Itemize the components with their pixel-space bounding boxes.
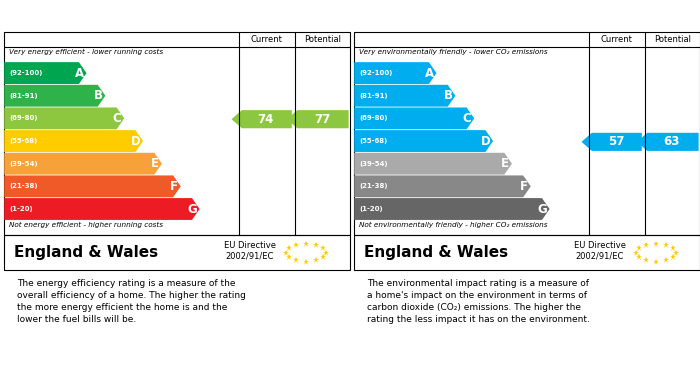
Text: (55-68): (55-68): [10, 138, 38, 144]
Polygon shape: [582, 133, 642, 151]
Polygon shape: [354, 153, 512, 175]
Text: EU Directive
2002/91/EC: EU Directive 2002/91/EC: [573, 241, 626, 260]
Polygon shape: [354, 85, 456, 107]
Text: 63: 63: [664, 135, 680, 148]
Text: (81-91): (81-91): [10, 93, 38, 99]
Text: The energy efficiency rating is a measure of the
overall efficiency of a home. T: The energy efficiency rating is a measur…: [18, 280, 246, 324]
Polygon shape: [4, 176, 181, 197]
Polygon shape: [4, 130, 143, 152]
Text: Current: Current: [601, 35, 633, 44]
Polygon shape: [354, 198, 550, 220]
Text: F: F: [520, 180, 528, 193]
Text: A: A: [75, 66, 84, 80]
Polygon shape: [4, 108, 124, 129]
Text: Energy Efficiency Rating: Energy Efficiency Rating: [12, 9, 195, 23]
Polygon shape: [4, 198, 199, 220]
Text: (69-80): (69-80): [10, 115, 38, 121]
Text: (55-68): (55-68): [360, 138, 388, 144]
Text: (39-54): (39-54): [10, 161, 38, 167]
Text: A: A: [425, 66, 434, 80]
Polygon shape: [637, 133, 699, 151]
Text: England & Wales: England & Wales: [14, 245, 158, 260]
Text: E: E: [151, 157, 159, 170]
Text: (81-91): (81-91): [360, 93, 389, 99]
Text: C: C: [113, 112, 121, 125]
Text: (39-54): (39-54): [360, 161, 389, 167]
Text: (92-100): (92-100): [10, 70, 43, 76]
Polygon shape: [287, 110, 349, 128]
Text: C: C: [463, 112, 471, 125]
Text: (69-80): (69-80): [360, 115, 389, 121]
Polygon shape: [354, 176, 531, 197]
Text: D: D: [130, 135, 140, 147]
Polygon shape: [232, 110, 292, 128]
Text: Very environmentally friendly - lower CO₂ emissions: Very environmentally friendly - lower CO…: [358, 49, 547, 56]
Text: 74: 74: [258, 113, 274, 126]
Text: (92-100): (92-100): [360, 70, 393, 76]
Text: E: E: [501, 157, 509, 170]
Text: 57: 57: [608, 135, 624, 148]
Text: B: B: [444, 89, 453, 102]
Text: Not energy efficient - higher running costs: Not energy efficient - higher running co…: [8, 222, 162, 228]
Text: (21-38): (21-38): [360, 183, 389, 189]
Text: B: B: [94, 89, 103, 102]
Text: Very energy efficient - lower running costs: Very energy efficient - lower running co…: [8, 49, 163, 56]
Polygon shape: [354, 108, 474, 129]
Text: Environmental Impact (CO₂) Rating: Environmental Impact (CO₂) Rating: [362, 9, 624, 23]
Text: 77: 77: [314, 113, 330, 126]
Text: Potential: Potential: [304, 35, 341, 44]
Text: Not environmentally friendly - higher CO₂ emissions: Not environmentally friendly - higher CO…: [358, 222, 547, 228]
Polygon shape: [354, 62, 437, 84]
Text: (1-20): (1-20): [360, 206, 384, 212]
Polygon shape: [4, 153, 162, 175]
Polygon shape: [4, 62, 87, 84]
Text: The environmental impact rating is a measure of
a home's impact on the environme: The environmental impact rating is a mea…: [368, 280, 590, 324]
Text: England & Wales: England & Wales: [364, 245, 508, 260]
Text: F: F: [170, 180, 178, 193]
Text: EU Directive
2002/91/EC: EU Directive 2002/91/EC: [223, 241, 276, 260]
Text: Potential: Potential: [654, 35, 691, 44]
Text: D: D: [480, 135, 490, 147]
Text: Current: Current: [251, 35, 283, 44]
Polygon shape: [354, 130, 493, 152]
Polygon shape: [4, 85, 106, 107]
Text: (21-38): (21-38): [10, 183, 38, 189]
Text: G: G: [537, 203, 547, 215]
Text: (1-20): (1-20): [10, 206, 34, 212]
Text: G: G: [187, 203, 197, 215]
